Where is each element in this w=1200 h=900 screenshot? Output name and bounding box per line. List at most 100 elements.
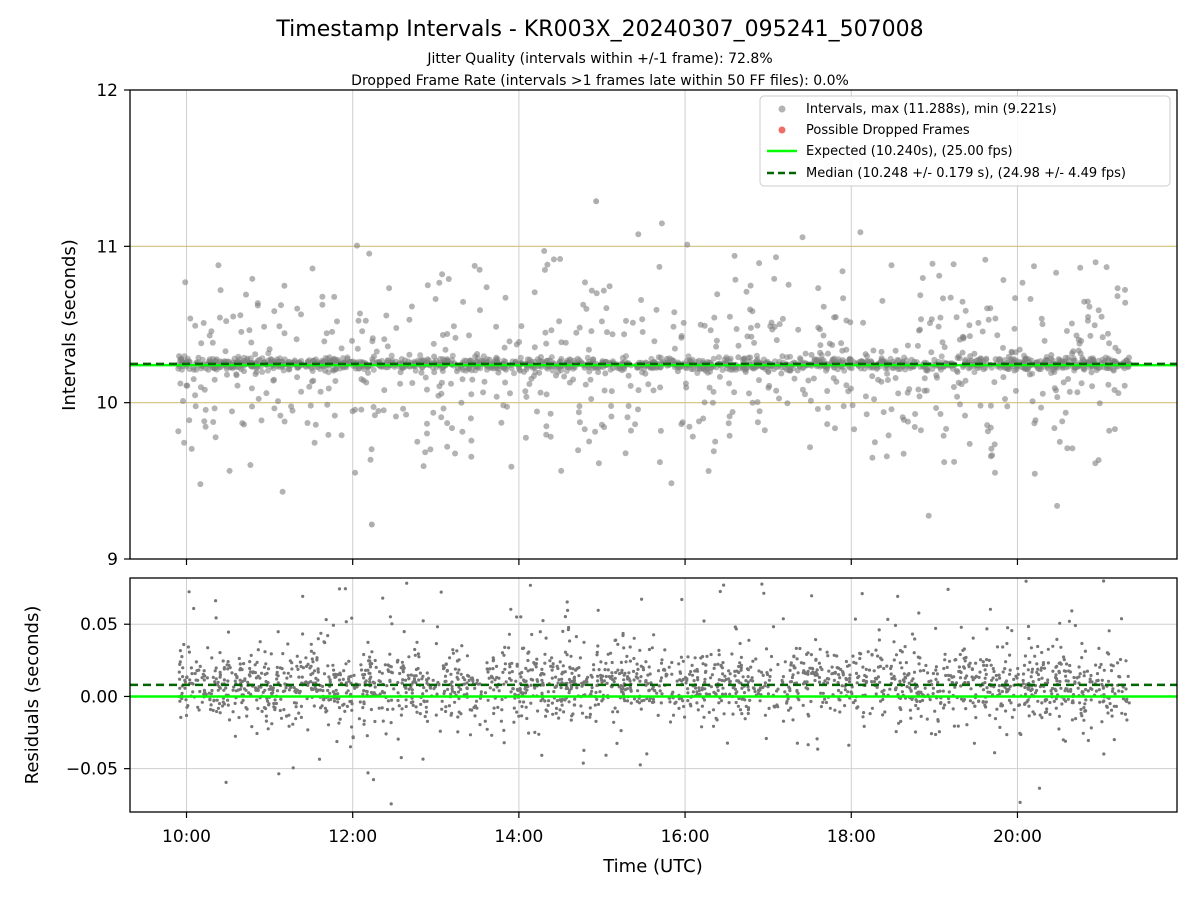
interval-point xyxy=(635,406,641,413)
interval-point xyxy=(773,387,780,394)
residual-point xyxy=(619,687,623,692)
bottom-x-tick-label: 12:00 xyxy=(328,827,377,847)
residual-point xyxy=(282,671,286,675)
residual-point xyxy=(1096,678,1100,683)
legend-box xyxy=(759,95,1171,187)
interval-point xyxy=(906,386,913,393)
residual-point xyxy=(269,652,273,656)
interval-point xyxy=(824,388,831,394)
residual-point xyxy=(623,688,628,692)
residual-point xyxy=(222,688,226,692)
interval-point xyxy=(331,412,338,419)
residual-point xyxy=(878,680,882,684)
residual-point xyxy=(580,681,584,685)
residual-point xyxy=(1026,668,1030,672)
interval-point xyxy=(807,397,814,404)
residual-point xyxy=(912,651,916,655)
interval-point xyxy=(1084,317,1091,324)
top-y-tick-label: 9 xyxy=(107,550,118,570)
residual-point xyxy=(958,676,963,680)
residual-point xyxy=(1082,670,1086,674)
interval-point xyxy=(971,369,978,376)
residual-point xyxy=(275,665,279,670)
interval-point xyxy=(761,427,768,434)
residual-point xyxy=(657,684,662,688)
residual-point xyxy=(237,656,241,661)
interval-point xyxy=(663,356,670,362)
residual-point xyxy=(985,658,989,662)
residual-point xyxy=(792,654,796,658)
interval-point xyxy=(452,334,459,341)
residual-point xyxy=(758,688,762,692)
interval-point xyxy=(689,433,696,440)
residual-point xyxy=(202,669,206,673)
interval-point xyxy=(729,409,736,415)
residual-point xyxy=(872,669,876,673)
residual-point xyxy=(875,685,879,690)
residual-point xyxy=(511,687,515,691)
residual-point xyxy=(251,670,255,674)
residual-point xyxy=(1066,697,1070,701)
interval-point xyxy=(824,404,831,411)
residual-point xyxy=(391,707,395,711)
residual-point xyxy=(953,658,957,662)
residual-point xyxy=(850,692,854,696)
interval-point xyxy=(371,412,378,419)
residual-point xyxy=(900,666,904,670)
interval-point xyxy=(786,367,793,374)
residual-point xyxy=(844,676,848,681)
residual-point xyxy=(847,680,852,684)
interval-point xyxy=(769,326,776,333)
residual-point xyxy=(969,687,973,691)
residual-point xyxy=(1110,689,1115,694)
residual-point xyxy=(364,679,368,683)
residual-point xyxy=(843,688,848,692)
interval-point xyxy=(547,410,554,417)
residual-point xyxy=(644,680,648,684)
residual-point xyxy=(557,678,561,682)
interval-point xyxy=(645,381,652,388)
interval-point xyxy=(424,356,431,363)
residual-point xyxy=(563,615,568,619)
residual-point xyxy=(502,653,506,657)
interval-point xyxy=(332,378,339,384)
interval-point xyxy=(243,291,249,298)
residual-point xyxy=(880,658,884,662)
residual-point xyxy=(588,715,592,719)
interval-point xyxy=(991,379,998,386)
residual-point xyxy=(388,615,392,619)
interval-point xyxy=(958,381,965,388)
residual-point xyxy=(915,699,919,704)
residual-point xyxy=(364,668,368,673)
interval-point xyxy=(649,365,656,372)
residual-point xyxy=(515,662,519,667)
residual-point xyxy=(699,656,703,660)
residual-point xyxy=(557,716,561,720)
interval-point xyxy=(298,388,305,395)
residual-point xyxy=(543,661,547,665)
residual-point xyxy=(485,661,489,665)
residual-point xyxy=(205,676,209,680)
residual-point xyxy=(1042,666,1047,670)
residual-point xyxy=(686,699,690,703)
residual-point xyxy=(636,689,640,693)
residual-point xyxy=(570,671,574,675)
interval-point xyxy=(263,390,270,397)
residual-point xyxy=(299,715,303,720)
residual-point xyxy=(766,692,771,696)
interval-point xyxy=(686,423,693,430)
residual-point xyxy=(907,672,911,676)
residual-point xyxy=(245,714,249,718)
residual-point xyxy=(858,656,862,661)
interval-point xyxy=(754,322,761,329)
residual-point xyxy=(845,664,850,668)
residual-point xyxy=(422,686,426,690)
residual-point xyxy=(748,698,752,703)
residual-point xyxy=(749,665,753,669)
interval-point xyxy=(1122,286,1128,293)
interval-point xyxy=(558,467,565,474)
residual-point xyxy=(1082,706,1086,710)
residual-point xyxy=(934,668,938,672)
residual-point xyxy=(633,697,637,701)
interval-point xyxy=(215,262,222,269)
